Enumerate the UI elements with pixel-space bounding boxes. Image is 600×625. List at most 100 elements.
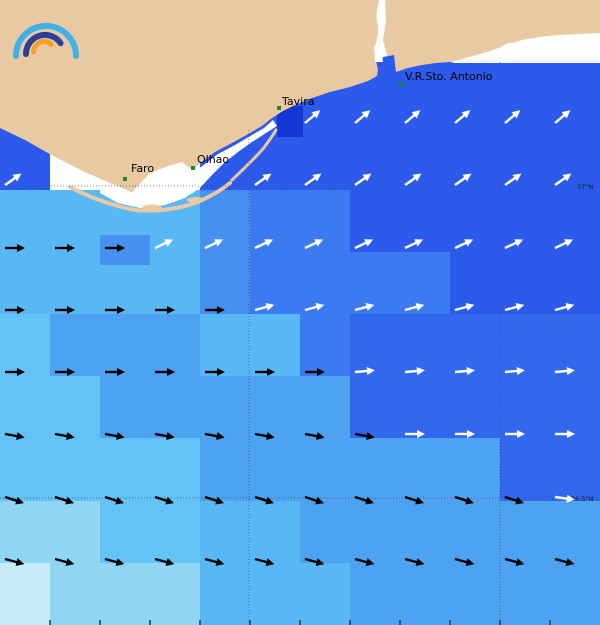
river [374, 0, 397, 85]
wind-cell [200, 563, 250, 625]
wind-arrow-icon [304, 557, 325, 566]
wind-cell [200, 314, 250, 376]
wind-arrow-icon [154, 495, 175, 505]
wind-cell [250, 314, 300, 376]
wind-cell [450, 563, 500, 625]
wind-arrow-icon [354, 366, 375, 375]
wind-arrow-icon [554, 366, 575, 375]
town-dot [399, 82, 403, 86]
wind-cell [500, 376, 550, 438]
wind-cell [250, 438, 300, 501]
wind-cell [300, 438, 350, 501]
wind-cell [300, 563, 350, 625]
wind-arrow-icon [354, 495, 375, 505]
wind-arrow-icon [454, 495, 475, 505]
wind-cell [100, 438, 150, 501]
wind-arrow-icon [304, 110, 321, 124]
wind-cell [500, 563, 550, 625]
wind-cell [200, 376, 250, 438]
wind-cell [550, 314, 600, 376]
town-label: Faro [131, 162, 154, 175]
wind-cell [100, 501, 150, 563]
wind-cell [400, 252, 450, 314]
wind-arrow-icon [105, 306, 125, 314]
wind-arrow-icon [504, 557, 525, 566]
wind-cell [150, 501, 200, 563]
wind-arrow-icon [5, 244, 25, 252]
wind-cell [100, 376, 150, 438]
wind-cell [350, 438, 400, 501]
barrier-islands [68, 128, 278, 213]
wind-arrow-icon [54, 495, 75, 505]
wind-arrow-icon [155, 306, 175, 314]
wind-cell [500, 501, 550, 563]
wind-arrow-icon [105, 244, 125, 252]
wind-cell [150, 438, 200, 501]
wind-cell [450, 252, 500, 314]
wind-cell [200, 252, 250, 314]
wind-arrow-icon [104, 432, 125, 441]
wind-arrow-icon [455, 430, 475, 438]
wind-cell [200, 190, 250, 252]
wind-cell [400, 190, 450, 252]
wind-arrow-icon [504, 239, 524, 250]
wind-cell [0, 190, 50, 252]
wind-cell [50, 252, 100, 314]
wind-arrow-icon [354, 432, 375, 441]
wind-arrow-icon [254, 557, 275, 566]
wind-arrow-icon [305, 368, 325, 376]
wind-arrow-icon [54, 432, 75, 441]
wind-cell [100, 563, 150, 625]
wind-arrow-icon [4, 557, 25, 566]
wind-arrow-icon [404, 303, 425, 312]
wind-arrow-icon [154, 239, 174, 250]
wind-arrow-icon [104, 557, 125, 566]
wind-arrow-icon [254, 495, 275, 505]
wind-arrow-icon [404, 173, 422, 186]
wind-cell [250, 252, 300, 314]
wind-cell [0, 314, 50, 376]
wind-cell [150, 563, 200, 625]
wind-arrow-icon [105, 368, 125, 376]
wind-arrow-icon [204, 432, 225, 441]
wind-arrow-icon [554, 110, 571, 124]
wind-cell [0, 376, 50, 438]
wind-cell [500, 438, 550, 501]
wind-cell [450, 190, 500, 252]
logo [13, 23, 79, 59]
wind-arrow-icon [155, 368, 175, 376]
axis-ticks-layer [49, 620, 551, 625]
wind-arrow-icon [505, 430, 525, 438]
wind-cell [200, 501, 250, 563]
wind-cell [50, 314, 100, 376]
wind-arrow-icon [304, 239, 324, 250]
wind-arrow-icon [204, 239, 224, 250]
town-label: V.R.Sto. Antonio [405, 70, 493, 83]
wind-cell [400, 314, 450, 376]
wind-arrow-icon [504, 110, 521, 124]
wind-cell [150, 314, 200, 376]
wind-arrow-icon [55, 244, 75, 252]
wind-arrow-icon [454, 110, 471, 124]
wind-cell [250, 501, 300, 563]
wind-cell [450, 314, 500, 376]
wind-arrow-icon [154, 557, 175, 566]
wind-arrow-icon [254, 432, 275, 441]
tidal-creek [497, 38, 553, 53]
wind-cell [400, 501, 450, 563]
wind-arrow-icon [354, 173, 372, 186]
wind-arrow-icon [254, 239, 274, 250]
town-dot [191, 166, 195, 170]
logo-arc-outer-icon [13, 23, 79, 59]
wind-arrow-icon [204, 495, 225, 505]
wind-cell [0, 438, 50, 501]
wind-cell [50, 438, 100, 501]
town-label: Olhao [197, 153, 229, 166]
wind-arrow-icon [404, 557, 425, 566]
mid-shade-patch [100, 235, 150, 265]
wind-cell [400, 438, 450, 501]
wind-cell [400, 376, 450, 438]
wind-cells-layer [0, 106, 600, 625]
